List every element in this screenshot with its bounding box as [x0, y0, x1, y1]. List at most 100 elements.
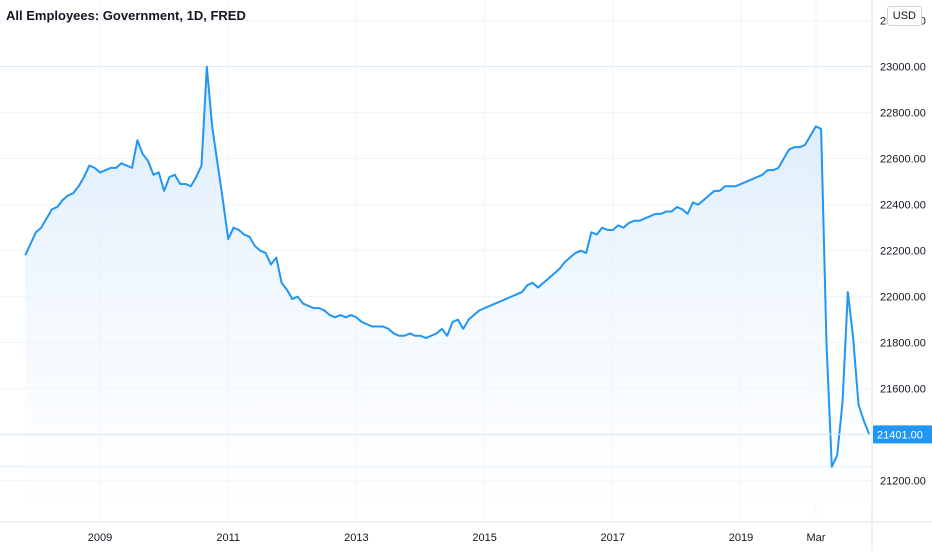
data-point — [542, 282, 544, 284]
data-point — [532, 282, 534, 284]
data-point — [217, 162, 219, 164]
data-point — [377, 326, 379, 328]
data-point — [639, 220, 641, 222]
data-point — [825, 342, 827, 344]
data-point — [355, 316, 357, 318]
data-point — [120, 162, 122, 164]
data-point — [329, 314, 331, 316]
price-axis[interactable]: 21200.0021400.0021600.0021800.0022000.00… — [880, 16, 926, 488]
data-point — [190, 185, 192, 187]
data-point — [505, 298, 507, 300]
data-point — [366, 323, 368, 325]
data-point — [793, 146, 795, 148]
data-point — [371, 326, 373, 328]
data-point — [126, 165, 128, 167]
data-point — [67, 194, 69, 196]
series-area — [25, 66, 870, 522]
data-point — [468, 319, 470, 321]
data-point — [510, 296, 512, 298]
currency-button[interactable]: USD — [886, 6, 922, 26]
series-line[interactable] — [24, 65, 871, 468]
data-point — [756, 176, 758, 178]
data-point — [521, 291, 523, 293]
last-value-badge — [873, 425, 932, 444]
data-point — [692, 201, 694, 203]
data-point — [804, 144, 806, 146]
data-point — [473, 314, 475, 316]
time-axis[interactable]: 2009 2011 2013 2015 2017 2019 Mar — [88, 532, 826, 544]
data-point — [227, 238, 229, 240]
y-tick-label: 23000.00 — [880, 62, 926, 74]
data-point — [313, 307, 315, 309]
data-point — [99, 171, 101, 173]
data-point — [852, 337, 854, 339]
data-point — [323, 309, 325, 311]
data-point — [275, 257, 277, 259]
data-point — [809, 135, 811, 137]
y-tick-label: 21800.00 — [880, 338, 926, 350]
data-point — [655, 213, 657, 215]
data-point — [350, 314, 352, 316]
data-point — [767, 169, 769, 171]
y-tick-label: 21200.00 — [880, 476, 926, 488]
data-point — [548, 277, 550, 279]
data-point — [788, 148, 790, 150]
data-point — [398, 335, 400, 337]
data-point — [665, 211, 667, 213]
data-point — [847, 291, 849, 293]
x-tick-label: 2013 — [344, 532, 368, 544]
data-point — [687, 213, 689, 215]
data-point — [233, 227, 235, 229]
data-point — [200, 165, 202, 167]
data-point — [617, 224, 619, 226]
data-point — [393, 332, 395, 334]
data-point — [211, 125, 213, 127]
data-point — [56, 206, 58, 208]
series-layer — [24, 65, 871, 522]
data-point — [345, 316, 347, 318]
data-point — [799, 146, 801, 148]
data-point — [425, 337, 427, 339]
data-point — [302, 303, 304, 305]
data-point — [291, 298, 293, 300]
data-point — [761, 174, 763, 176]
data-point — [585, 252, 587, 254]
data-point — [564, 261, 566, 263]
data-point — [537, 286, 539, 288]
data-point — [409, 332, 411, 334]
data-point — [777, 167, 779, 169]
data-point — [489, 305, 491, 307]
data-point — [72, 192, 74, 194]
data-point — [131, 167, 133, 169]
y-tick-label: 22200.00 — [880, 246, 926, 258]
data-point — [361, 321, 363, 323]
data-point — [745, 181, 747, 183]
data-point — [152, 174, 154, 176]
data-point — [820, 128, 822, 130]
x-tick-label: 2015 — [472, 532, 496, 544]
data-point — [676, 206, 678, 208]
data-point — [94, 167, 96, 169]
data-point — [24, 254, 26, 256]
data-point — [195, 176, 197, 178]
data-point — [281, 282, 283, 284]
data-point — [858, 404, 860, 406]
data-point — [286, 289, 288, 291]
data-point — [254, 245, 256, 247]
data-point — [334, 316, 336, 318]
data-point — [478, 309, 480, 311]
data-point — [622, 227, 624, 229]
data-point — [339, 314, 341, 316]
data-point — [526, 284, 528, 286]
data-point — [703, 199, 705, 201]
x-tick-label: Mar — [807, 532, 826, 544]
data-point — [553, 273, 555, 275]
data-point — [104, 169, 106, 171]
data-point — [249, 236, 251, 238]
chart-title: All Employees: Government, 1D, FRED — [6, 8, 246, 23]
data-point — [78, 185, 80, 187]
data-point — [259, 250, 261, 252]
data-point — [494, 303, 496, 305]
data-point — [457, 319, 459, 321]
